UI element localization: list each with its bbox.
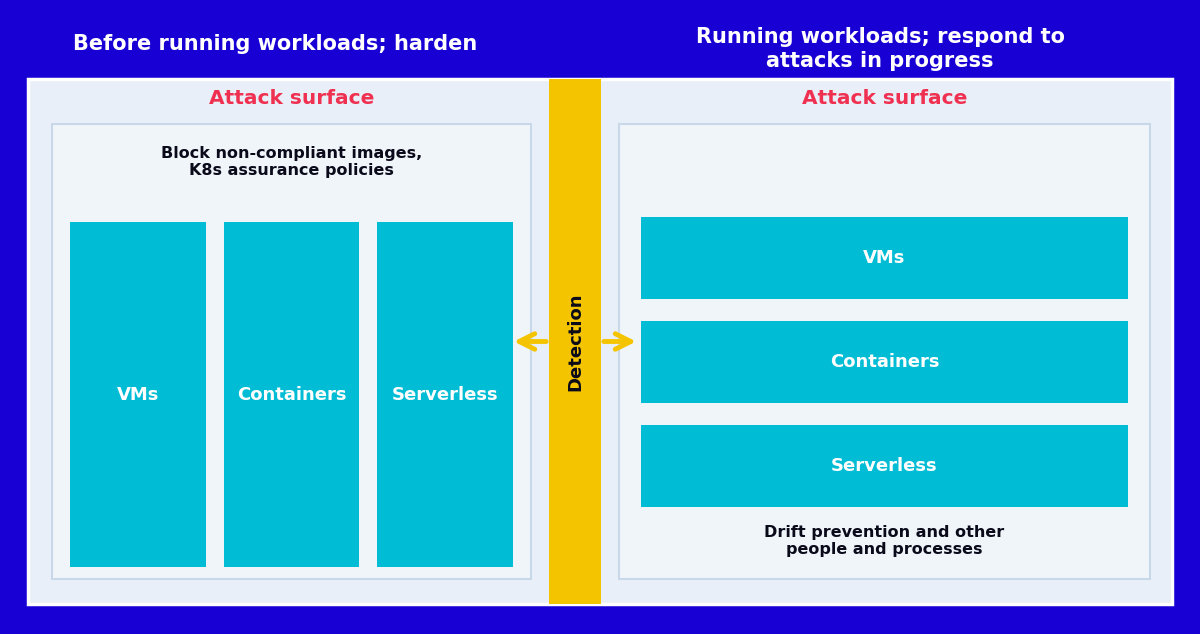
Text: Drift prevention and other
people and processes: Drift prevention and other people and pr… [764, 525, 1004, 557]
Text: VMs: VMs [116, 385, 160, 403]
Text: Containers: Containers [829, 353, 940, 371]
Text: Detection: Detection [566, 292, 584, 391]
Bar [377, 222, 514, 567]
Text: Before running workloads; harden: Before running workloads; harden [73, 34, 478, 54]
Bar [641, 425, 1128, 507]
Text: Containers: Containers [236, 385, 347, 403]
Text: Serverless: Serverless [392, 385, 498, 403]
Bar [223, 222, 359, 567]
Text: Running workloads; respond to
attacks in progress: Running workloads; respond to attacks in… [696, 27, 1064, 70]
Text: Serverless: Serverless [832, 457, 938, 475]
Text: VMs: VMs [863, 249, 906, 267]
Bar [70, 222, 205, 567]
Bar [619, 124, 1150, 579]
Text: Attack surface: Attack surface [802, 89, 967, 108]
Bar [641, 321, 1128, 403]
Bar [52, 124, 532, 579]
Bar [641, 217, 1128, 299]
Text: Attack surface: Attack surface [209, 89, 374, 108]
Text: Block non-compliant images,
K8s assurance policies: Block non-compliant images, K8s assuranc… [161, 146, 422, 178]
Bar [28, 79, 1172, 604]
Bar [550, 79, 601, 604]
